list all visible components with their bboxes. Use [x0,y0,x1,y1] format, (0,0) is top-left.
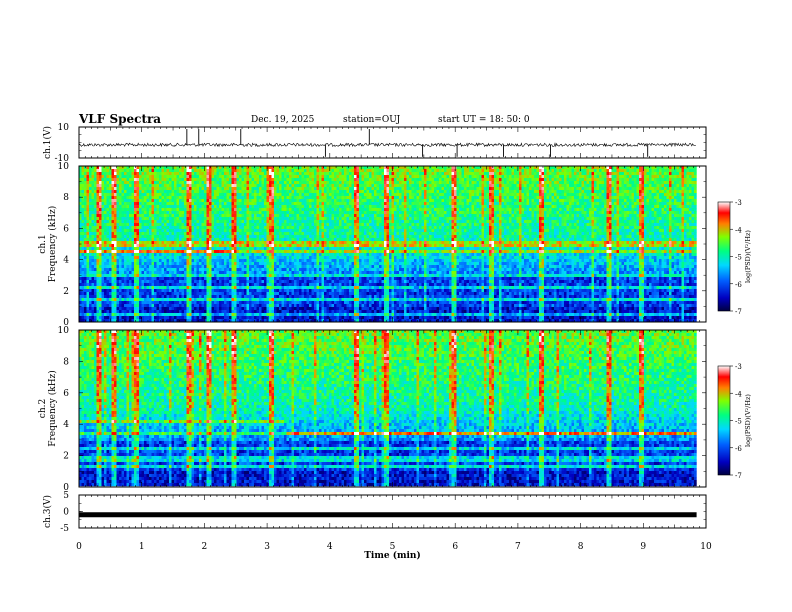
y-tick-label: 6 [63,389,69,399]
colorbar-tick-label: -4 [735,390,742,398]
y-axis-label-1: ch.1(V) [42,126,53,159]
colorbar-tick-label: -7 [735,308,742,316]
figure-title: VLF Spectra [79,112,161,126]
colorbar-tick-label: -5 [735,254,742,262]
y-tick-label: -5 [60,524,69,534]
x-tick-label: 10 [700,542,712,552]
y-tick-label: 0 [63,508,69,518]
x-tick-label: 6 [452,542,458,552]
colorbar-tick-label: -4 [735,226,742,234]
y-tick-label: 2 [63,452,69,462]
y-tick-label: 4 [63,420,69,430]
header-date: Dec. 19, 2025 [251,115,314,125]
y-tick-label: -10 [55,154,70,164]
y-tick-label: 5 [63,491,69,501]
x-tick-label: 5 [390,542,396,552]
colorbar-3 [717,365,731,476]
y-tick-label: 0 [63,483,69,493]
x-tick-label: 9 [640,542,646,552]
y-axis-label-3: ch.2Frequency (kHz) [38,370,58,447]
y-tick-label: 10 [58,123,70,133]
y-tick-label: 8 [63,193,69,203]
x-tick-label: 4 [327,542,333,552]
x-tick-label: 3 [264,542,270,552]
signal-trace [78,142,696,148]
y-tick-label: 6 [63,224,69,234]
x-tick-label: 7 [515,542,521,552]
colorbar-tick-label: -6 [735,281,742,289]
y-tick-label: 8 [63,357,69,367]
colorbar-tick-label: -7 [735,472,742,480]
colorbar-tick-label: -6 [735,445,742,453]
y-tick-label: 4 [63,256,69,266]
y-tick-label: 2 [63,287,69,297]
header-start-time: start UT = 18: 50: 0 [438,115,530,125]
y-tick-label: 10 [58,326,70,336]
x-axis-label: Time (min) [364,550,421,561]
colorbar-2 [717,201,731,312]
colorbar-label: log(PSD)(V²/Hz) [744,394,752,447]
x-tick-label: 8 [578,542,584,552]
y-axis-label-4: ch.3(V) [42,495,53,528]
x-tick-label: 2 [202,542,208,552]
colorbar-tick-label: -5 [735,418,742,426]
y-tick-label: 0 [63,318,69,328]
header-station: station=OUJ [343,115,400,125]
spectrogram-2 [79,166,697,323]
colorbar-label: log(PSD)(V²/Hz) [744,230,752,283]
x-tick-label: 1 [139,542,145,552]
x-tick-label: 0 [76,542,82,552]
colorbar-tick-label: -3 [735,199,742,207]
spectrogram-3 [79,330,697,487]
colorbar-tick-label: -3 [735,363,742,371]
y-axis-label-2: ch.1Frequency (kHz) [38,206,58,283]
y-tick-label: 10 [58,162,70,172]
